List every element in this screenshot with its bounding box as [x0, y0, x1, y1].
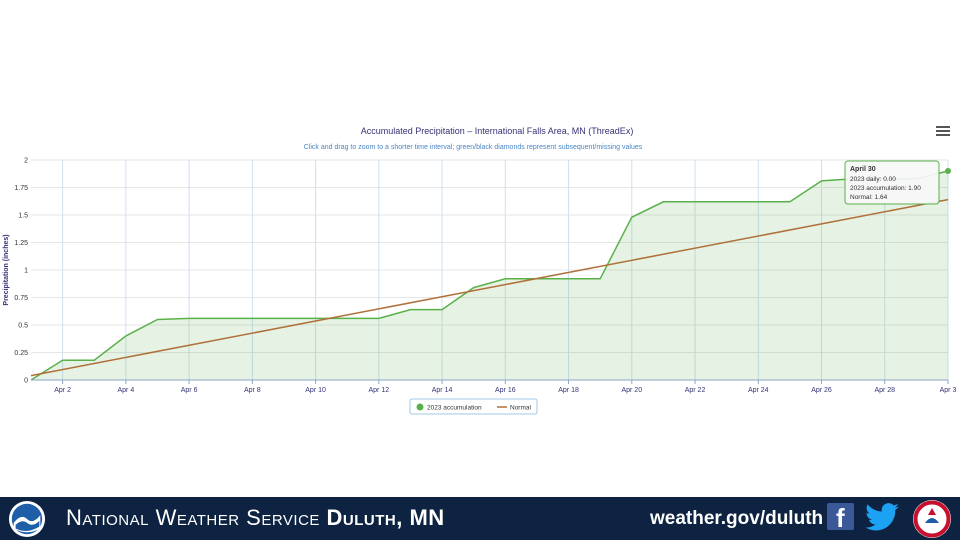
x-tick-label: Apr 8 — [244, 387, 261, 394]
chart-subtitle: Click and drag to zoom to a shorter time… — [304, 144, 643, 151]
legend-label-2023[interactable]: 2023 accumulation — [427, 405, 482, 412]
hover-point-marker[interactable] — [945, 168, 951, 174]
y-tick-label: 1.5 — [18, 213, 28, 220]
plot-area[interactable] — [30, 168, 951, 381]
y-tick-label: 0.5 — [18, 323, 28, 330]
y-axis-label: Precipitation (inches) — [3, 234, 10, 305]
x-tick-label: Apr 22 — [685, 387, 706, 394]
tooltip-line: 2023 daily: 0.00 — [850, 176, 896, 183]
series-line-normal[interactable] — [30, 198, 949, 377]
chart-menu-icon[interactable] — [936, 126, 950, 138]
legend-marker-2023 — [416, 403, 424, 411]
y-tick-label: 1 — [24, 268, 28, 275]
y-tick-label: 1.75 — [14, 185, 28, 192]
x-tick-label: Apr 26 — [811, 387, 832, 394]
x-tick-label: Apr 18 — [558, 387, 579, 394]
y-tick-label: 2 — [24, 158, 28, 165]
legend-box — [409, 398, 538, 415]
footer-url-link[interactable]: weather.gov/duluth — [650, 508, 824, 529]
facebook-icon[interactable]: f — [827, 503, 854, 533]
y-tick-label: 0 — [24, 378, 28, 385]
twitter-icon[interactable] — [865, 503, 899, 531]
series-area-2023 — [31, 171, 948, 380]
x-tick-label: Apr 20 — [621, 387, 642, 394]
legend[interactable]: 2023 accumulation Normal — [409, 398, 538, 415]
tooltip-box — [844, 160, 940, 205]
x-tick-label: Apr 14 — [432, 387, 453, 394]
chart[interactable]: 0 0.25 0.5 0.75 1 1.25 1.5 1.75 2 Apr 2 Apr 4 Apr 6… — [0, 0, 960, 497]
x-tick-label: Apr 16 — [495, 387, 516, 394]
y-tick-label: 0.75 — [14, 295, 28, 302]
footer-title-prefix: National Weather Service — [66, 505, 327, 530]
x-tick-label: Apr 12 — [369, 387, 390, 394]
footer-title: National Weather Service Duluth, MN — [66, 505, 445, 531]
footer-title-office: Duluth, MN — [326, 505, 445, 530]
x-tick-label: Apr 28 — [874, 387, 895, 394]
axes: 0 0.25 0.5 0.75 1 1.25 1.5 1.75 2 Apr 2 Apr 4 Apr 6… — [14, 158, 956, 395]
noaa-logo-icon — [8, 500, 46, 538]
legend-label-normal[interactable]: Normal — [510, 405, 532, 412]
grid — [31, 159, 949, 381]
tooltip-title: April 30 — [850, 166, 876, 173]
tooltip-line: 2023 accumulation: 1.90 — [850, 185, 921, 192]
x-tick-label: Apr 6 — [181, 387, 198, 394]
x-tick-label: Apr 2 — [54, 387, 71, 394]
chart-title: Accumulated Precipitation – Internationa… — [361, 126, 634, 136]
tooltip: April 30 2023 daily: 0.00 2023 accumulatio… — [844, 160, 940, 205]
x-tick-label: Apr 10 — [305, 387, 326, 394]
tooltip-line: Normal: 1.64 — [850, 194, 888, 201]
footer-banner: National Weather Service Duluth, MN weat… — [0, 497, 960, 540]
y-tick-label: 1.25 — [14, 240, 28, 247]
x-tick-label: Apr 24 — [748, 387, 769, 394]
y-tick-label: 0.25 — [14, 350, 28, 357]
series-line-2023-accumulation[interactable] — [30, 170, 949, 381]
nws-logo-icon — [913, 500, 951, 538]
x-tick-label: Apr 4 — [117, 387, 134, 394]
x-tick-label: Apr 3 — [940, 387, 957, 394]
